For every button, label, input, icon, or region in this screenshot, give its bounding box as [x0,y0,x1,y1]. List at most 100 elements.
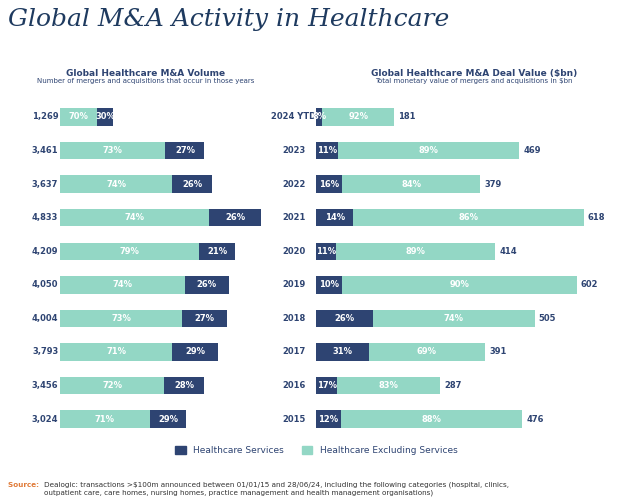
Bar [198,242,236,260]
Text: 26%: 26% [334,314,355,323]
Bar [182,310,227,327]
Bar [60,343,173,361]
Text: 69%: 69% [417,348,437,356]
Text: 29%: 29% [185,348,205,356]
Bar [60,108,97,126]
Bar [322,108,394,126]
Bar [368,343,485,361]
Bar [150,410,186,428]
Text: 379: 379 [484,180,502,188]
Text: 4,004: 4,004 [32,314,58,323]
Bar [173,343,218,361]
Text: 74%: 74% [106,180,126,188]
Text: 26%: 26% [225,213,245,222]
Text: 618: 618 [588,213,605,222]
Text: 89%: 89% [406,247,425,256]
Text: 73%: 73% [103,146,123,155]
Text: 70%: 70% [69,113,88,121]
Bar [341,410,522,428]
Text: 88%: 88% [422,415,441,423]
Text: 3,461: 3,461 [32,146,58,155]
Text: 2024 YTD: 2024 YTD [271,113,317,121]
Text: 12%: 12% [319,415,339,423]
Text: 4,833: 4,833 [32,213,58,222]
Text: 30%: 30% [95,113,115,121]
Text: 2017: 2017 [283,348,305,356]
Text: 2023: 2023 [283,146,305,155]
Text: 2020: 2020 [283,247,305,256]
Text: 72%: 72% [102,381,122,390]
Text: 505: 505 [539,314,556,323]
Text: Global Healthcare M&A Volume: Global Healthcare M&A Volume [66,69,226,78]
Text: 26%: 26% [182,180,202,188]
Text: 11%: 11% [316,247,336,256]
Text: 79%: 79% [119,247,140,256]
Bar [316,410,341,428]
Bar [60,142,166,159]
Bar [373,310,535,327]
Text: 84%: 84% [401,180,422,188]
Text: Source:: Source: [8,482,41,488]
Text: 1,269: 1,269 [32,113,58,121]
Text: Dealogic: transactions >$100m announced between 01/01/15 and 28/06/24, including: Dealogic: transactions >$100m announced … [44,482,509,496]
Text: 92%: 92% [348,113,368,121]
Text: 4,209: 4,209 [32,247,58,256]
Text: Number of mergers and acquisitions that occur in those years: Number of mergers and acquisitions that … [37,78,255,84]
Bar [316,142,338,159]
Text: Global M&A Activity in Healthcare: Global M&A Activity in Healthcare [8,8,449,31]
Bar [338,142,520,159]
Text: 391: 391 [489,348,507,356]
Bar [353,209,584,226]
Text: 181: 181 [398,113,416,121]
Text: 4,050: 4,050 [32,281,58,289]
Bar [316,310,373,327]
Text: 3,456: 3,456 [32,381,58,390]
Text: 414: 414 [499,247,517,256]
Text: 8%: 8% [312,113,326,121]
Text: 71%: 71% [95,415,115,423]
Text: 17%: 17% [317,381,337,390]
Bar [97,108,113,126]
Text: 73%: 73% [111,314,131,323]
Bar [343,175,480,193]
Text: 90%: 90% [449,281,470,289]
Bar [342,276,577,294]
Text: Total monetary value of mergers and acquisitions in $bn: Total monetary value of mergers and acqu… [375,78,573,84]
Text: 21%: 21% [207,247,227,256]
Bar [60,276,185,294]
Bar [316,343,368,361]
Text: 74%: 74% [112,281,133,289]
Bar [316,175,343,193]
Text: 476: 476 [526,415,544,423]
Bar [60,175,173,193]
Bar [185,276,229,294]
Bar [60,209,209,226]
Bar [60,410,150,428]
Text: 83%: 83% [379,381,399,390]
Text: 2016: 2016 [283,381,305,390]
Text: 2022: 2022 [283,180,305,188]
Bar [316,377,337,394]
Bar [316,209,353,226]
Text: 71%: 71% [106,348,126,356]
Text: 2019: 2019 [283,281,305,289]
Text: 31%: 31% [332,348,352,356]
Bar [209,209,262,226]
Bar [173,175,212,193]
Text: 29%: 29% [158,415,178,423]
Text: 74%: 74% [125,213,145,222]
Text: 26%: 26% [197,281,217,289]
Bar [316,276,342,294]
Text: 14%: 14% [325,213,345,222]
Bar [316,108,322,126]
Legend: Healthcare Services, Healthcare Excluding Services: Healthcare Services, Healthcare Excludin… [171,443,461,459]
Text: 3,793: 3,793 [32,348,58,356]
Bar [337,377,441,394]
Text: 27%: 27% [195,314,214,323]
Text: 3,637: 3,637 [32,180,58,188]
Text: 11%: 11% [317,146,337,155]
Bar [164,377,204,394]
Text: 2018: 2018 [283,314,305,323]
Bar [166,142,204,159]
Text: 602: 602 [581,281,599,289]
